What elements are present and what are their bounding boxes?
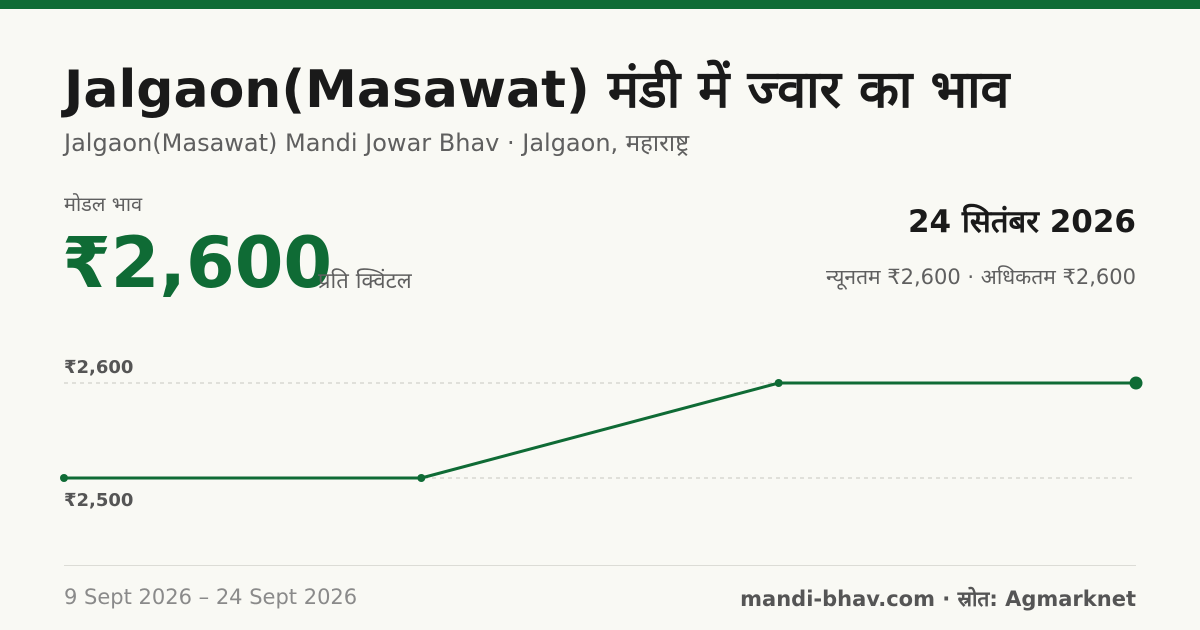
- footer-divider: [64, 565, 1136, 566]
- latest-data-point: [1129, 376, 1143, 390]
- top-accent-bar: [0, 0, 1200, 9]
- source-credit: mandi-bhav.com · स्रोत: Agmarknet: [740, 587, 1136, 611]
- min-max-price: न्यूनतम ₹2,600 · अधिकतम ₹2,600: [826, 265, 1136, 289]
- data-point: [417, 474, 426, 482]
- data-point: [774, 379, 783, 387]
- data-point: [60, 474, 68, 482]
- page-title: Jalgaon(Masawat) मंडी में ज्वार का भाव: [64, 60, 1010, 120]
- price-date: 24 सितंबर 2026: [907, 204, 1136, 240]
- series-line: [64, 381, 1136, 480]
- date-range: 9 Sept 2026 – 24 Sept 2026: [64, 585, 358, 609]
- page-subtitle: Jalgaon(Masawat) Mandi Jowar Bhav · Jalg…: [64, 129, 690, 157]
- price-unit: प्रति क्विंटल: [318, 269, 412, 294]
- model-price-label: मोडल भाव: [64, 192, 143, 216]
- y-tick-label: ₹2,600: [64, 357, 133, 378]
- model-price-value: ₹2,600: [62, 222, 333, 304]
- y-tick-label: ₹2,500: [64, 490, 133, 511]
